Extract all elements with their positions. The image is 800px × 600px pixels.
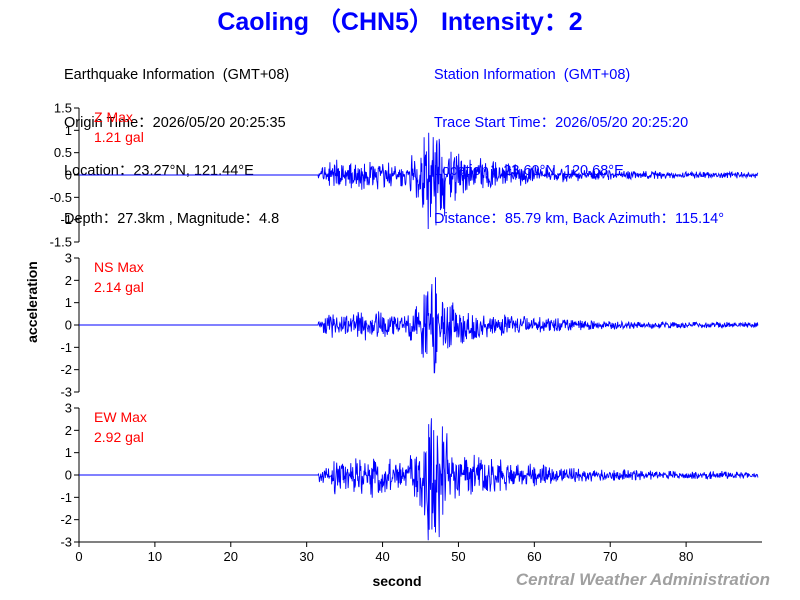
max-label-ns: NS Max bbox=[94, 259, 144, 275]
earthquake-info: Earthquake Information (GMT+08) Origin T… bbox=[64, 35, 289, 243]
x-tick-label: 40 bbox=[375, 549, 389, 564]
y-tick-label: -3 bbox=[60, 535, 72, 550]
y-tick-label: -1 bbox=[60, 212, 72, 227]
max-label-ew: EW Max bbox=[94, 409, 147, 425]
x-tick-label: 20 bbox=[224, 549, 238, 564]
y-tick-label: 2 bbox=[65, 273, 72, 288]
origin-time: Origin Time：2026/05/20 20:25:35 bbox=[64, 115, 286, 131]
distance-azimuth: Distance：85.79 km, Back Azimuth：115.14° bbox=[434, 211, 725, 227]
y-tick-label: 3 bbox=[65, 251, 72, 266]
y-tick-label: 1 bbox=[65, 445, 72, 460]
station-info: Station Information (GMT+08) Trace Start… bbox=[434, 35, 724, 243]
y-tick-label: 0 bbox=[65, 468, 72, 483]
y-tick-label: -3 bbox=[60, 385, 72, 400]
y-tick-label: 1 bbox=[65, 295, 72, 310]
y-tick-label: 0.5 bbox=[54, 145, 72, 160]
waveform-z bbox=[79, 132, 759, 230]
y-tick-label: -2 bbox=[60, 512, 72, 527]
y-tick-label: -1 bbox=[60, 490, 72, 505]
y-axis-title: acceleration bbox=[24, 261, 40, 343]
x-tick-label: 60 bbox=[527, 549, 541, 564]
x-tick-label: 10 bbox=[148, 549, 162, 564]
depth-magnitude: Depth：27.3km , Magnitude：4.8 bbox=[64, 211, 280, 227]
station-info-header: Station Information (GMT+08) bbox=[434, 67, 631, 83]
x-tick-label: 0 bbox=[75, 549, 82, 564]
y-tick-label: 0 bbox=[65, 318, 72, 333]
y-tick-label: -1.5 bbox=[50, 235, 72, 250]
x-axis-title: second bbox=[372, 573, 421, 589]
waveform-ew bbox=[79, 418, 759, 541]
y-tick-label: -2 bbox=[60, 362, 72, 377]
y-tick-label: 3 bbox=[65, 401, 72, 416]
trace-start-time: Trace Start Time：2026/05/20 20:25:20 bbox=[434, 115, 689, 131]
y-tick-label: -0.5 bbox=[50, 190, 72, 205]
x-tick-label: 50 bbox=[451, 549, 465, 564]
max-value-z: 1.21 gal bbox=[94, 129, 144, 145]
y-tick-label: 1.5 bbox=[54, 101, 72, 116]
y-tick-label: -1 bbox=[60, 340, 72, 355]
max-value-ns: 2.14 gal bbox=[94, 279, 144, 295]
max-value-ew: 2.92 gal bbox=[94, 429, 144, 445]
x-tick-label: 70 bbox=[603, 549, 617, 564]
earthquake-info-header: Earthquake Information (GMT+08) bbox=[64, 67, 290, 83]
x-tick-label: 80 bbox=[679, 549, 693, 564]
agency-credit: Central Weather Administration bbox=[515, 570, 770, 589]
y-tick-label: 2 bbox=[65, 423, 72, 438]
y-tick-label: 1 bbox=[65, 123, 72, 138]
x-tick-label: 30 bbox=[299, 549, 313, 564]
max-label-z: Z Max bbox=[94, 109, 133, 125]
y-tick-label: 0 bbox=[65, 168, 72, 183]
page-title: Caoling （CHN5） Intensity：2 bbox=[217, 8, 583, 36]
waveform-ns bbox=[79, 277, 759, 374]
